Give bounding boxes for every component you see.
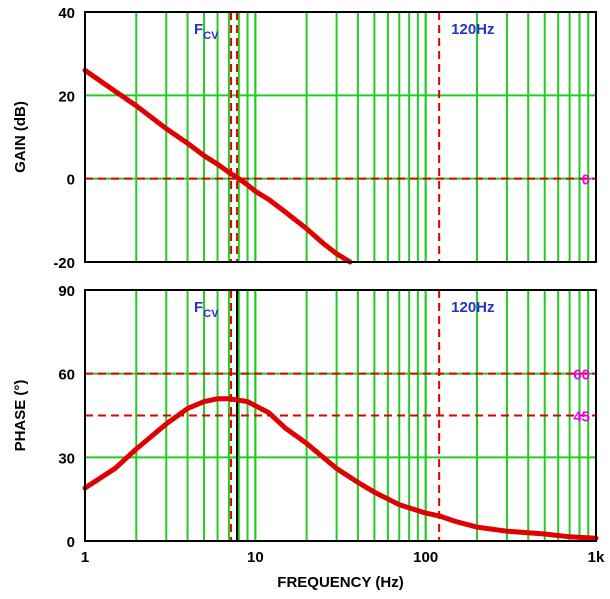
gain-y-tick-labels: -20 0 20 40: [53, 5, 75, 272]
fcv-label: FCV: [194, 299, 219, 320]
120hz-label: 120Hz: [451, 299, 494, 316]
frequency-axis-label: FREQUENCY (Hz): [277, 574, 403, 591]
gain-plot-frame: [84, 11, 597, 263]
fcv-label-subscript: CV: [203, 308, 219, 320]
phase-reference-lines: [85, 290, 596, 541]
y-tick-label: 20: [58, 88, 75, 105]
y-tick-label: 60: [58, 367, 75, 384]
y-tick-label: 30: [58, 450, 75, 467]
x-tick-label: 1: [81, 549, 89, 566]
gain-annotations: FCV 120Hz 0: [194, 21, 590, 189]
frequency-tick-labels: 1 10 100 1k: [81, 549, 605, 566]
gain-reference-lines: [85, 12, 596, 262]
phase-plot-frame: [84, 289, 597, 542]
gain-grid: [85, 12, 596, 262]
reference-level-label: 0: [582, 172, 590, 189]
reference-level-label: 45: [573, 409, 590, 426]
y-tick-label: 0: [67, 172, 75, 189]
gain-axis-label: GAIN (dB): [12, 101, 29, 173]
phase-axis-label: PHASE (°): [12, 380, 29, 452]
y-tick-label: -20: [53, 255, 75, 272]
gain-panel: -20 0 20 40 FCV 120Hz 0 GAIN (dB): [12, 5, 597, 272]
fcv-label-subscript: CV: [203, 30, 219, 42]
120hz-label: 120Hz: [451, 21, 494, 38]
y-tick-label: 0: [67, 534, 75, 551]
x-tick-label: 1k: [588, 549, 605, 566]
fcv-label: FCV: [194, 21, 219, 42]
y-tick-label: 90: [58, 283, 75, 300]
y-tick-label: 40: [58, 5, 75, 22]
x-tick-label: 100: [413, 549, 438, 566]
x-tick-label: 10: [247, 549, 264, 566]
phase-y-tick-labels: 0 30 60 90: [58, 283, 75, 551]
phase-curve: [82, 396, 599, 541]
gain-curve: [82, 67, 353, 265]
phase-annotations: FCV 120Hz 60 45: [194, 299, 590, 426]
reference-level-label: 60: [573, 367, 590, 384]
